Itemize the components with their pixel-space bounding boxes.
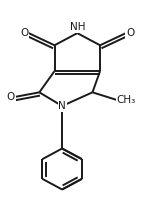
Text: O: O xyxy=(126,28,134,38)
Text: O: O xyxy=(7,92,15,102)
Text: O: O xyxy=(20,28,29,38)
Text: NH: NH xyxy=(70,22,85,32)
Text: N: N xyxy=(58,101,66,111)
Text: CH₃: CH₃ xyxy=(117,95,136,105)
